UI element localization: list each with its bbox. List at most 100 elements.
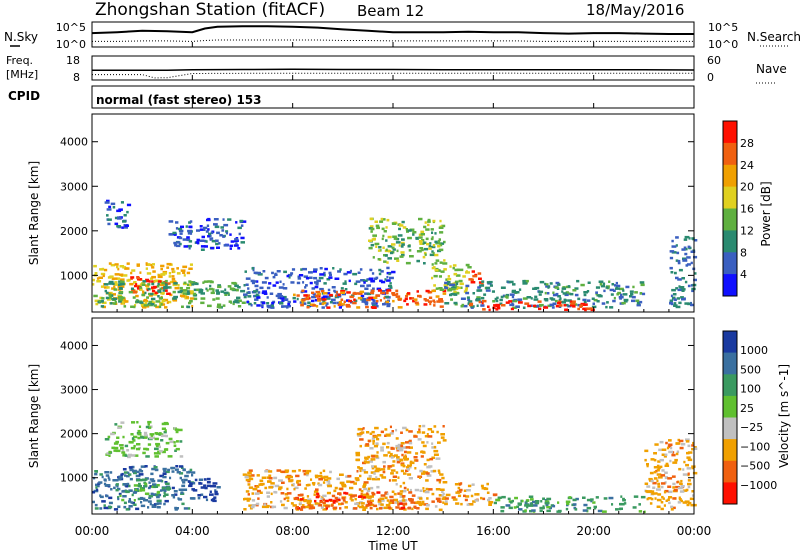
range-cell [331, 494, 336, 498]
range-cell [115, 449, 121, 453]
range-cell [429, 242, 432, 245]
range-cell [400, 245, 404, 248]
range-cell [165, 279, 168, 283]
range-cell [668, 496, 673, 499]
range-cell [174, 428, 179, 431]
range-cell [173, 282, 176, 285]
range-cell [315, 283, 319, 286]
range-cell [149, 277, 154, 280]
range-cell [199, 228, 205, 231]
range-cell [176, 471, 181, 474]
range-cell [325, 505, 330, 508]
range-cell [606, 301, 609, 304]
range-cell [238, 232, 241, 236]
range-cell [670, 508, 674, 511]
range-cell [173, 490, 178, 493]
range-cell [352, 301, 357, 305]
range-cell [94, 272, 98, 275]
range-cell [163, 469, 167, 473]
range-cell [544, 291, 547, 295]
range-cell [178, 428, 183, 432]
range-cell [660, 507, 664, 511]
range-cell [661, 469, 665, 472]
range-cell [320, 506, 324, 509]
range-cell [508, 506, 513, 510]
range-cell [677, 259, 681, 263]
range-cell [362, 427, 365, 430]
range-cell [188, 301, 192, 305]
range-cell [99, 296, 103, 300]
range-cell [669, 301, 673, 305]
range-cell [399, 485, 402, 488]
range-cell [589, 307, 593, 310]
range-cell [512, 283, 516, 286]
range-cell [649, 502, 653, 505]
range-cell [297, 498, 301, 501]
range-cell [489, 284, 493, 287]
range-cell [334, 277, 340, 280]
range-cell [146, 296, 149, 299]
range-tick-label: 2000 [60, 225, 88, 238]
range-cell [435, 497, 441, 501]
range-cell [679, 482, 682, 485]
range-cell [213, 485, 217, 488]
range-cell [129, 282, 134, 286]
range-cell [130, 287, 134, 290]
range-cell [687, 284, 691, 288]
range-cell [423, 489, 427, 493]
range-cell [281, 299, 285, 302]
range-cell [430, 237, 434, 241]
range-cell [134, 304, 137, 307]
range-cell [147, 287, 151, 291]
range-cell [290, 502, 294, 505]
range-cell [140, 465, 146, 468]
range-cell [181, 502, 185, 506]
range-cell [355, 453, 361, 457]
range-cell [687, 451, 693, 454]
range-cell [363, 281, 366, 284]
range-cell [388, 272, 391, 276]
range-cell [243, 284, 246, 287]
cpid-panel: CPID normal (fast stereo) 153 [8, 85, 695, 109]
range-cell [646, 463, 649, 466]
range-cell [295, 474, 300, 478]
range-cell [182, 488, 188, 491]
range-cell [337, 293, 341, 296]
range-cell [387, 249, 392, 253]
range-cell [161, 450, 166, 454]
range-cell [687, 482, 692, 486]
range-cell [305, 471, 310, 475]
range-cell [424, 490, 430, 494]
range-cell [653, 458, 657, 462]
range-cell [602, 282, 606, 285]
range-cell [458, 279, 463, 283]
range-cell [684, 252, 688, 256]
range-cell [175, 447, 180, 451]
range-cell [381, 227, 385, 231]
range-cell [566, 502, 570, 506]
range-cell [341, 484, 347, 488]
range-cell [214, 225, 220, 229]
range-cell [134, 281, 137, 284]
range-cell [110, 302, 113, 305]
range-cell [442, 501, 445, 504]
range-cell [374, 220, 378, 223]
range-cell [96, 277, 100, 280]
range-cell [106, 286, 110, 289]
range-cell [435, 259, 440, 262]
range-cell [378, 268, 382, 272]
range-cell [380, 270, 384, 273]
range-cell [664, 481, 667, 484]
range-cell [402, 502, 407, 505]
range-cell [374, 426, 379, 430]
range-cell [659, 458, 664, 462]
range-cell [440, 242, 445, 245]
range-cell [240, 289, 246, 293]
range-cell [329, 301, 333, 304]
range-cell [338, 301, 342, 304]
range-cell [375, 456, 380, 460]
range-cell [199, 225, 203, 228]
range-cell [172, 270, 176, 273]
range-cell [158, 297, 163, 300]
range-cell [613, 289, 616, 292]
